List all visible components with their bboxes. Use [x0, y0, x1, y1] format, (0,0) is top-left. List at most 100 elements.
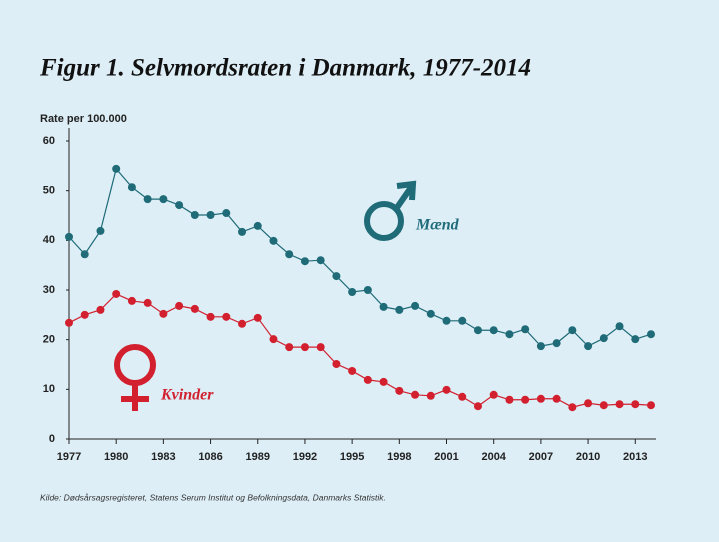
- data-point: [65, 232, 73, 241]
- data-point: [615, 322, 624, 331]
- x-tick-label: 1980: [104, 451, 128, 463]
- data-point: [568, 403, 577, 412]
- data-point: [379, 377, 388, 386]
- data-point: [175, 201, 184, 210]
- data-point: [127, 183, 136, 192]
- y-axis-label: Rate per 100.000: [40, 113, 127, 125]
- data-point: [316, 343, 325, 352]
- data-point: [521, 325, 530, 334]
- data-point: [458, 392, 467, 401]
- data-point: [65, 318, 73, 327]
- data-point: [238, 227, 247, 236]
- data-point: [269, 335, 278, 344]
- data-point: [521, 395, 530, 404]
- data-point: [143, 298, 152, 307]
- data-point: [96, 226, 105, 235]
- data-point: [411, 390, 420, 399]
- data-point: [112, 289, 121, 298]
- x-tick-label: 1983: [151, 451, 175, 463]
- data-point: [584, 399, 593, 408]
- x-tick-label: 1086: [198, 451, 222, 463]
- data-point: [159, 309, 168, 318]
- data-point: [80, 310, 89, 319]
- data-point: [238, 319, 247, 328]
- data-point: [442, 385, 451, 394]
- data-point: [159, 195, 168, 204]
- legend-label: Mænd: [415, 217, 460, 234]
- female-symbol: [114, 344, 156, 411]
- data-point: [143, 195, 152, 204]
- source-note: Kilde: Dødsårsagsregisteret, Statens Ser…: [40, 492, 386, 502]
- x-tick-label: 2004: [481, 451, 506, 463]
- data-point: [395, 386, 404, 395]
- data-point: [631, 400, 640, 409]
- data-point: [505, 395, 514, 404]
- data-point: [363, 375, 372, 384]
- data-point: [536, 394, 545, 403]
- chart-title: Figur 1. Selvmordsraten i Danmark, 1977-…: [39, 55, 531, 82]
- data-point: [599, 334, 608, 343]
- data-point: [190, 211, 199, 220]
- data-point: [505, 330, 514, 339]
- x-tick-label: 2010: [576, 451, 600, 463]
- data-point: [536, 342, 545, 351]
- data-point: [269, 236, 278, 245]
- data-point: [300, 343, 309, 352]
- data-point: [285, 250, 294, 259]
- data-point: [222, 312, 231, 321]
- data-point: [647, 401, 655, 410]
- x-tick-label: 1977: [57, 451, 81, 463]
- data-point: [473, 326, 482, 335]
- data-point: [599, 401, 608, 410]
- y-tick-label: 10: [43, 383, 55, 395]
- data-point: [127, 296, 136, 305]
- data-point: [175, 301, 184, 310]
- data-point: [96, 305, 105, 314]
- data-point: [442, 316, 451, 325]
- legend-label: Kvinder: [160, 387, 214, 404]
- data-point: [332, 360, 341, 369]
- data-point: [222, 209, 231, 218]
- x-tick-label: 1998: [387, 451, 411, 463]
- data-point: [489, 390, 498, 399]
- data-point: [285, 343, 294, 352]
- data-point: [552, 339, 561, 348]
- data-point: [348, 287, 357, 296]
- data-point: [363, 286, 372, 294]
- data-point: [332, 272, 341, 281]
- y-tick-label: 0: [49, 433, 55, 445]
- data-point: [300, 257, 309, 266]
- data-point: [489, 326, 498, 335]
- data-point: [631, 335, 640, 344]
- data-point: [426, 309, 435, 318]
- x-tick-label: 2007: [529, 451, 553, 463]
- data-point: [253, 221, 262, 230]
- data-point: [568, 326, 577, 335]
- data-point: [395, 305, 404, 314]
- data-point: [206, 211, 215, 220]
- data-point: [206, 312, 215, 321]
- y-tick-label: 60: [43, 135, 55, 147]
- x-tick-label: 2001: [434, 451, 458, 463]
- x-tick-label: 1992: [293, 451, 317, 463]
- data-point: [426, 391, 435, 400]
- data-point: [112, 164, 121, 173]
- data-point: [615, 400, 624, 409]
- data-point: [316, 256, 325, 265]
- data-point: [411, 301, 420, 310]
- data-point: [80, 250, 89, 259]
- data-point: [473, 402, 482, 411]
- x-tick-label: 1995: [340, 451, 364, 463]
- male-symbol: [364, 180, 417, 241]
- data-point: [379, 302, 388, 311]
- data-point: [190, 304, 199, 313]
- x-tick-label: 2013: [623, 451, 647, 463]
- data-point: [584, 342, 593, 351]
- data-point: [348, 366, 357, 375]
- data-point: [552, 394, 561, 403]
- x-tick-label: 1989: [246, 451, 270, 463]
- data-point: [458, 316, 467, 325]
